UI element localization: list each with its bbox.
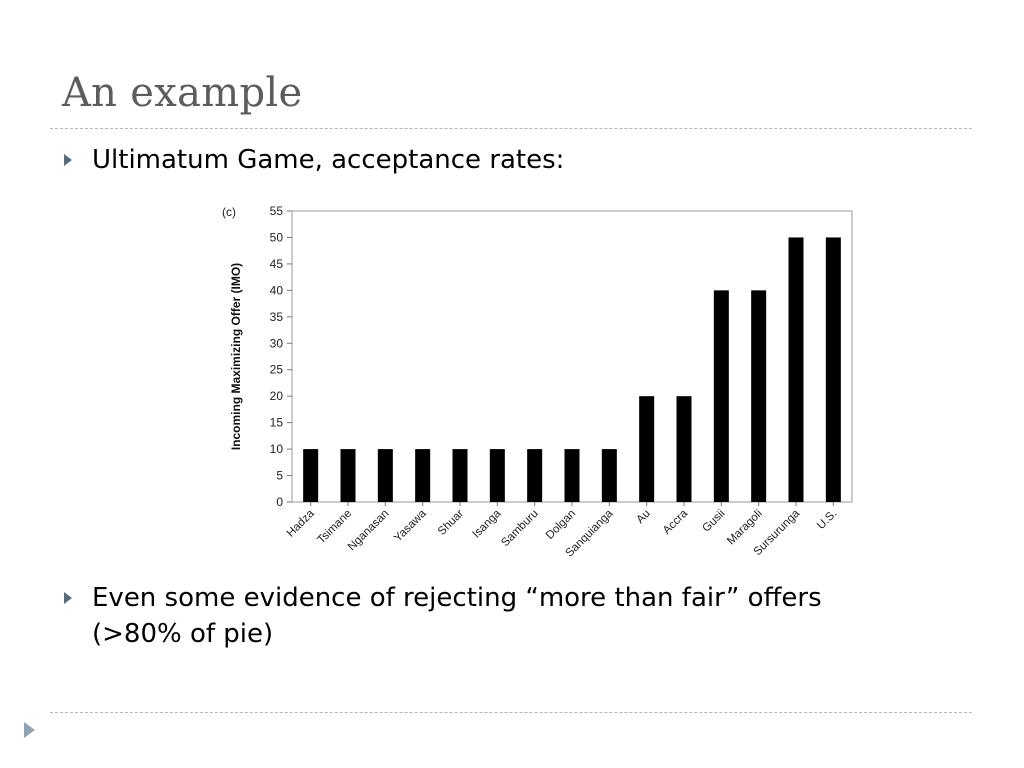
bar [415,449,431,502]
x-tick-label: Nganasan [346,508,392,554]
panel-label: (c) [222,205,236,219]
y-tick-label: 40 [270,283,284,297]
bullet-arrow-icon [64,154,72,166]
bar [639,396,655,502]
x-tick-label: Au [634,508,652,526]
bar [564,449,580,502]
bar [713,290,729,502]
y-tick-label: 20 [270,389,284,403]
x-tick-label: Samburu [499,508,540,549]
bullet-text-2-continued: (>80% of pie) [92,619,274,649]
x-tick-label: Tsimane [315,508,354,547]
y-tick-label: 55 [270,204,284,218]
y-tick-label: 30 [270,336,284,350]
y-tick-label: 45 [270,257,284,271]
bar [340,449,356,502]
bar [452,449,468,502]
x-tick-label: Isanga [471,507,504,540]
x-tick-label: Gusii [700,508,727,535]
x-tick-label: Accra [661,507,691,537]
bar [751,290,767,502]
x-tick-label: Dolgan [544,508,578,542]
y-axis-label: Incoming Maximizing Offer (IMO) [229,263,243,450]
x-tick-label: U.S. [815,508,839,532]
next-slide-icon[interactable] [24,722,35,738]
y-tick-label: 35 [270,310,284,324]
bar [303,449,319,502]
bar [527,449,543,502]
bar [788,237,804,503]
footer-divider [50,712,972,713]
bar [489,449,505,502]
x-tick-label: Hadza [285,507,317,539]
y-tick-label: 10 [270,442,284,456]
slide-title: An example [62,70,303,116]
bar [601,449,617,502]
bar [676,396,692,502]
y-tick-label: 0 [276,495,283,509]
bar [825,237,841,503]
bullet-arrow-icon [64,592,72,604]
bar [377,449,393,502]
y-tick-label: 50 [270,230,284,244]
y-tick-label: 25 [270,363,284,377]
x-tick-label: Yasawa [392,507,429,544]
bullet-text-1: Ultimatum Game, acceptance rates: [92,145,565,175]
x-tick-label: Shuar [436,508,466,538]
bullet-text-2: Even some evidence of rejecting “more th… [92,583,822,613]
y-tick-label: 5 [276,469,283,483]
title-divider [50,128,972,129]
y-tick-label: 15 [270,416,284,430]
